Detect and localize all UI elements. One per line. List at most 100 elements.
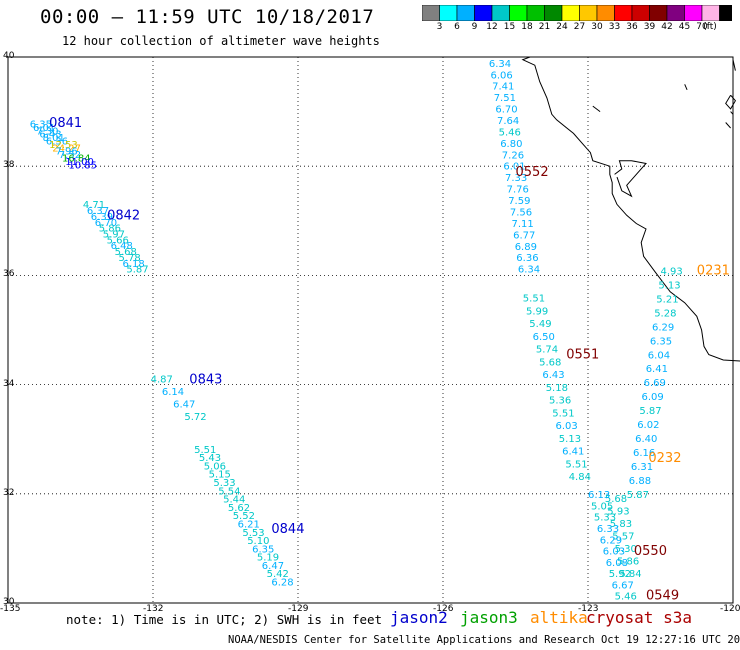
wave-height-value: 7.96 (56, 147, 78, 158)
latitude-label: 34 (3, 378, 15, 389)
wave-height-value: 5.99 (526, 306, 548, 317)
pass-time-label: 0842 (107, 209, 140, 224)
pass-time-label: 0552 (516, 165, 549, 180)
wave-height-value: 5.43 (199, 453, 221, 464)
wave-height-value: 5.68 (539, 357, 561, 368)
pass-time-label: 0549 (646, 589, 679, 604)
wave-height-value: 6.29 (652, 322, 674, 333)
satellite-pass-0232: 0232 (648, 451, 681, 466)
wave-height-value: 6.47 (173, 400, 195, 411)
wave-height-value: 6.80 (500, 139, 522, 150)
wave-height-value: 6.41 (646, 364, 668, 375)
pass-time-label: 0844 (271, 522, 304, 537)
pass-time-label: 0231 (697, 263, 730, 278)
wave-height-value: 6.35 (30, 119, 52, 130)
color-scale-label: 70 (696, 22, 708, 32)
satellite-pass-0550: 5.68 5.935.835.57 5.305.86 5.84 0550 (605, 494, 667, 580)
latitude-label: 40 (3, 51, 15, 61)
wave-height-value: 5.13 (559, 434, 581, 445)
wave-height-value: 5.78 (119, 253, 141, 264)
color-scale-label: 3 (436, 22, 443, 32)
wave-height-value: 6.14 (162, 387, 184, 398)
wave-height-value: 5.28 (654, 308, 676, 319)
wave-height-value: 5.05 (591, 502, 613, 513)
wave-height-value: 6.16 (633, 448, 655, 459)
wave-height-value: 5.06 (204, 461, 226, 472)
wave-height-value: 5.66 (107, 235, 129, 246)
color-scale-label: 33 (608, 22, 621, 32)
wave-height-value: 6.41 (562, 447, 584, 458)
wave-height-value: 6.47 (262, 561, 284, 572)
wave-height-value: 5.21 (656, 294, 678, 305)
wave-height-value: 5.42 (267, 569, 289, 580)
wave-height-value: 5.49 (529, 319, 551, 330)
wave-height-value: 5.19 (257, 553, 279, 564)
wave-height-value: 6.03 (556, 421, 578, 432)
satellite-pass-0841: 6.356.017.306.438.016.3612.5324.277.967.… (30, 116, 97, 171)
color-scale-label: 18 (521, 22, 533, 32)
satellite-legend-item: jason3 (460, 608, 518, 627)
wave-height-value: 6.88 (629, 476, 651, 487)
wave-height-value: 5.84 (619, 569, 641, 580)
wave-height-value: 5.30 (615, 544, 637, 555)
satellite-legend-item: cryosat s3a (586, 608, 692, 627)
wave-height-value: 5.51 (194, 445, 216, 456)
satellite-pass-0843: 4.87 6.14 6.475.72 0843 (151, 373, 223, 424)
wave-height-value: 5.87 (126, 265, 148, 276)
color-scale-label: 27 (573, 22, 586, 32)
color-scale-label: 6 (454, 22, 460, 32)
wave-height-value: 6.35 (252, 544, 274, 555)
wave-height-value: 6.70 (495, 105, 517, 116)
wave-height-value: 5.52 (233, 511, 255, 522)
longitude-label: -132 (143, 604, 164, 614)
wave-height-value: 4.84 (569, 472, 591, 483)
wave-height-value: 6.89 (515, 242, 537, 253)
wave-height-value: 5.44 (223, 495, 245, 506)
wave-height-value: 5.18 (546, 383, 568, 394)
wave-height-value: 4.93 (661, 266, 683, 277)
color-scale-label: 45 (678, 22, 691, 32)
wave-height-value: 6.13 (588, 490, 610, 501)
wave-height-value: 6.36 (516, 253, 538, 264)
wave-height-value: 6.50 (533, 332, 555, 343)
wave-height-value: 6.39 (91, 212, 113, 223)
satellite-pass-0552: 6.346.067.417.516.707.645.466.807.266.01… (489, 59, 549, 276)
wave-height-value: 6.29 (600, 535, 622, 546)
wave-height-value: 5.92 (609, 569, 631, 580)
wave-height-value: 5.13 (658, 280, 680, 291)
wave-height-value: 6.02 (637, 420, 659, 431)
coastline (521, 56, 740, 362)
wave-height-value: 5.72 (184, 412, 206, 423)
color-scale-label: 24 (556, 22, 568, 32)
pass-time-label: 0841 (49, 116, 82, 131)
wave-height-value: 6.35 (650, 336, 672, 347)
satellite-pass-0549: 6.135.055.336.336.296.036.085.926.675.46… (588, 490, 679, 604)
pass-time-label: 0232 (648, 451, 681, 466)
wave-height-value: 6.09 (642, 392, 664, 403)
wave-height-value: 5.86 (617, 556, 639, 567)
wave-height-value: 6.21 (238, 520, 260, 531)
wave-height-value: 5.36 (549, 396, 571, 407)
longitude-label: -123 (578, 604, 599, 614)
wave-height-value: 6.18 (123, 259, 145, 270)
wave-height-value: 6.33 (597, 524, 619, 535)
wave-height-value: 5.46 (499, 127, 521, 138)
satellite-pass-0844: 5.515.435.065.155.335.545.445.625.526.21… (194, 445, 304, 589)
wave-height-value: 5.93 (607, 507, 629, 518)
wave-height-value: 6.06 (491, 70, 513, 81)
wave-height-value: 6.28 (271, 578, 293, 589)
color-scale-labels: 3 6 9 12 15 18 21 24 27 30 33 36 39 42 45 70 (ft) (422, 22, 740, 36)
wave-height-value: 6.34 (489, 59, 511, 70)
satellite-pass-0842: 4.716.376.396.705.865.975.666.485.685.78… (83, 200, 149, 276)
wave-height-value: 6.48 (111, 241, 133, 252)
wave-height-value: 6.67 (612, 580, 634, 591)
wave-height-value: 24.27 (52, 143, 81, 154)
credit-line: NOAA/NESDIS Center for Satellite Applica… (228, 634, 740, 646)
wave-height-value: 7.51 (494, 93, 516, 104)
wave-height-value: 6.43 (39, 130, 61, 141)
wave-height-value: 5.87 (627, 490, 649, 501)
wave-height-value: 7.11 (512, 219, 534, 230)
wave-height-value: 5.15 (209, 470, 231, 481)
color-scale-label: 36 (626, 22, 638, 32)
